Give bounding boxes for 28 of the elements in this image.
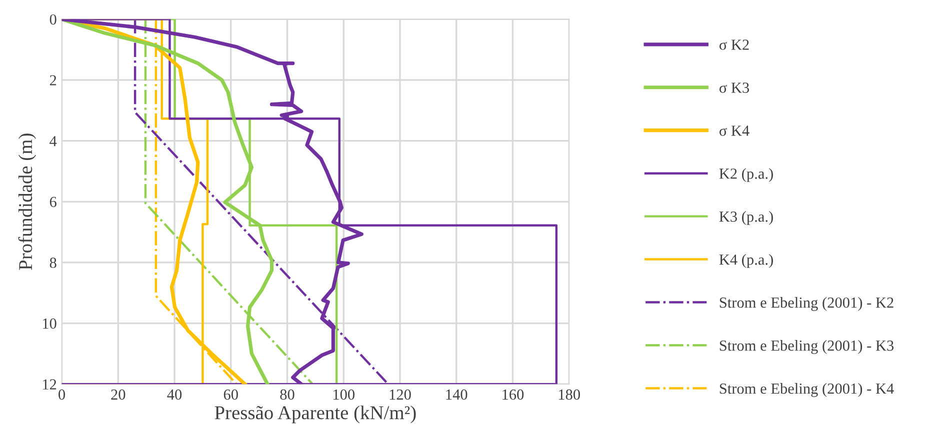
y-tick-label: 8 [50,258,56,268]
x-tick-label: 120 [390,389,411,400]
x-tick-label: 100 [334,389,354,400]
x-axis-title: Pressão Aparente (kN/m²) [214,406,416,424]
legend-label: K3 (p.a.) [719,211,773,225]
legend-label: K4 (p.a.) [719,254,773,268]
y-tick-label: 4 [50,136,57,146]
legend-label: σ K3 [719,82,750,93]
legend-label: Strom e Ebeling (2001) - K4 [720,383,894,397]
x-tick-label: 40 [167,389,182,400]
x-tick-label: 80 [280,389,294,400]
x-tick-label: 180 [558,389,580,400]
y-tick-label: 0 [50,14,56,25]
legend-label: Strom e Ebeling (2001) - K3 [720,340,894,354]
legend-label: Strom e Ebeling (2001) - K2 [720,297,894,311]
y-tick-label: 6 [50,196,56,208]
x-tick-label: 0 [58,389,66,400]
x-tick-label: 20 [111,389,126,400]
y-tick-label: 10 [42,318,56,329]
x-tick-label: 60 [224,389,238,400]
legend-label: σ K2 [719,40,749,50]
x-tick-label: 140 [446,389,468,400]
y-tick-label: 2 [50,75,56,86]
y-axis-title: Profundidade (m) [18,134,36,270]
legend-label: σ K4 [719,126,750,136]
y-tick-label: 12 [42,379,56,390]
x-tick-label: 160 [502,389,524,400]
legend-label: K2 (p.a.) [719,168,773,182]
